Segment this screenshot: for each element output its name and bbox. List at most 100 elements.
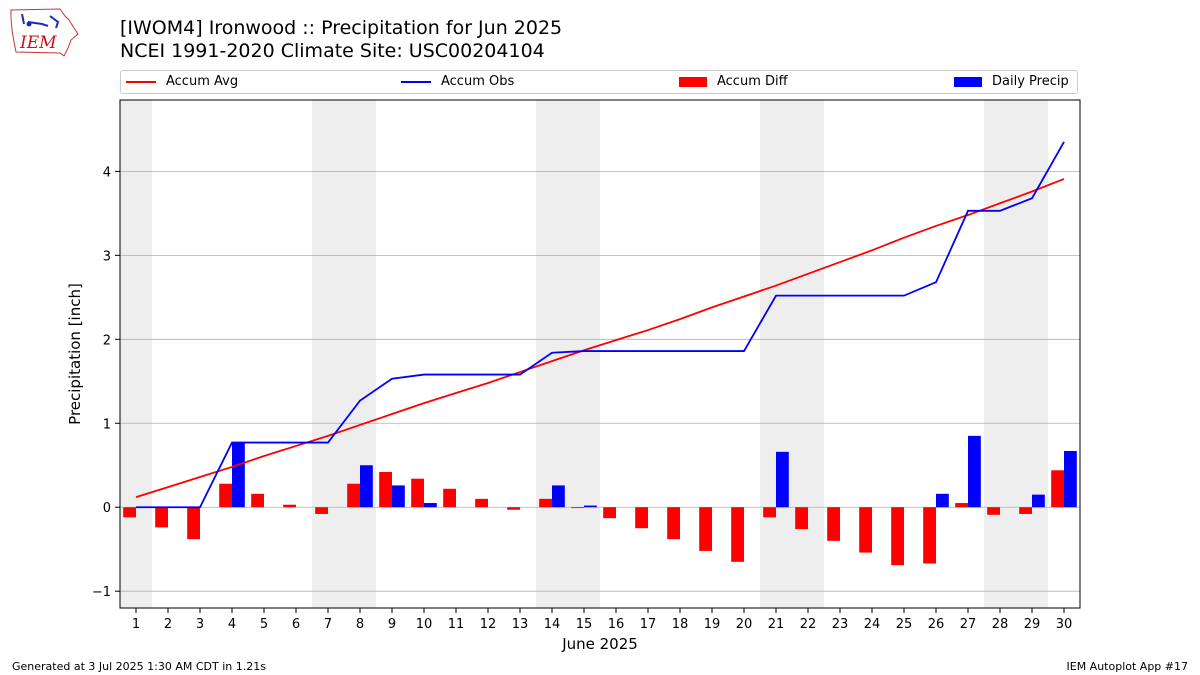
accum-diff-bar [667, 507, 680, 540]
accum-diff-bar [219, 483, 232, 508]
daily-precip-bar [552, 485, 565, 508]
accum-diff-bar [379, 471, 392, 508]
accum-diff-bar [1051, 470, 1064, 508]
legend-label-daily-precip: Daily Precip [992, 74, 1069, 89]
daily-precip-bar [360, 465, 373, 508]
chart-title: [IWOM4] Ironwood :: Precipitation for Ju… [120, 17, 563, 39]
x-tick-label: 5 [260, 617, 268, 632]
x-tick-label: 19 [704, 617, 721, 632]
legend-swatch-accum-avg [126, 80, 156, 83]
x-tick-label: 24 [864, 617, 881, 632]
legend-label-accum-avg: Accum Avg [166, 74, 239, 89]
daily-precip-bar [232, 442, 245, 508]
x-tick-label: 2 [164, 617, 172, 632]
weather-station-icon [21, 13, 60, 29]
x-tick-label: 18 [672, 617, 689, 632]
accum-diff-bar [635, 507, 648, 529]
accum-diff-bar [859, 507, 872, 553]
y-tick-label: 2 [103, 333, 111, 348]
x-tick-label: 25 [896, 617, 913, 632]
weekend-shade-4 [760, 100, 824, 608]
accum-diff-bar [731, 507, 744, 562]
legend-item-daily-precip: Daily Precip [954, 71, 1069, 93]
x-tick-label: 11 [448, 617, 465, 632]
x-tick-label: 28 [992, 617, 1009, 632]
y-tick-label: 3 [103, 249, 111, 264]
x-tick-label: 17 [640, 617, 657, 632]
weekend-shade-1 [120, 100, 152, 608]
daily-precip-bar [776, 451, 789, 508]
x-axis-label: June 2025 [561, 635, 638, 653]
accum-diff-bar [699, 507, 712, 551]
y-tick-label: −1 [92, 585, 111, 600]
accum-avg-line [135, 178, 1065, 499]
accum-obs-line [136, 141, 1065, 509]
accum-diff-bar [507, 507, 520, 510]
daily-precip-bar [424, 503, 437, 508]
weekend-shade-2 [312, 100, 376, 608]
logo-text: IEM [19, 33, 57, 53]
accum-diff-bar [763, 507, 776, 518]
x-tick-label: 29 [1024, 617, 1041, 632]
x-tick-label: 14 [544, 617, 561, 632]
y-axis-label: Precipitation [inch] [66, 283, 84, 425]
legend-swatch-daily-precip [954, 76, 982, 87]
x-tick-label: 4 [228, 617, 236, 632]
accum-diff-bar [827, 507, 840, 541]
x-tick-label: 1 [132, 617, 140, 632]
weekend-shade-5 [984, 100, 1048, 608]
accum-diff-bar [475, 498, 488, 508]
iowa-outline-icon [10, 8, 79, 57]
iem-logo: IEM [10, 8, 79, 57]
accum-diff-bar [795, 507, 808, 530]
x-tick-label: 16 [608, 617, 625, 632]
x-tick-label: 21 [768, 617, 785, 632]
x-tick-label: 15 [576, 617, 593, 632]
accum-diff-bar [987, 507, 1000, 515]
plot-frame [119, 99, 1081, 609]
daily-precip-bar [1064, 450, 1077, 508]
y-tick-label: 0 [103, 501, 111, 516]
accum-diff-bar [1019, 507, 1032, 514]
generated-timestamp: Generated at 3 Jul 2025 1:30 AM CDT in 1… [12, 660, 266, 673]
legend-swatch-accum-obs [401, 80, 431, 83]
legend-swatch-accum-diff [679, 76, 707, 87]
x-tick-label: 13 [512, 617, 529, 632]
app-credit: IEM Autoplot App #17 [1066, 660, 1189, 673]
legend-item-accum-obs: Accum Obs [401, 71, 514, 93]
accum-diff-bar [443, 488, 456, 508]
accum-diff-bar [155, 507, 168, 528]
x-tick-label: 9 [388, 617, 396, 632]
accum-diff-bar [603, 507, 616, 519]
accum-diff-bar [347, 483, 360, 508]
x-tick-label: 20 [736, 617, 753, 632]
legend-label-accum-obs: Accum Obs [441, 74, 515, 89]
accum-diff-bar [283, 504, 296, 508]
y-tick-label: 1 [103, 417, 111, 432]
x-tick-label: 22 [800, 617, 817, 632]
x-tick-label: 7 [324, 617, 332, 632]
x-tick-label: 12 [480, 617, 497, 632]
daily-precip-bar [1032, 494, 1045, 508]
x-tick-label: 6 [292, 617, 300, 632]
accum-diff-bar [923, 507, 936, 564]
daily-precip-bar [936, 493, 949, 508]
accum-diff-bar [187, 507, 200, 540]
accum-diff-bar [571, 507, 584, 509]
legend: Accum Avg Accum Obs Accum Diff Daily Pre… [120, 70, 1078, 94]
legend-item-accum-diff: Accum Diff [679, 71, 788, 93]
x-tick-label: 26 [928, 617, 945, 632]
x-tick-label: 3 [196, 617, 204, 632]
x-tick-label: 30 [1056, 617, 1073, 632]
y-tick-label: 4 [103, 165, 111, 180]
x-tick-label: 23 [832, 617, 849, 632]
weekend-shade-3 [536, 100, 600, 608]
accum-diff-bar [251, 493, 264, 508]
x-tick-label: 27 [960, 617, 977, 632]
accum-diff-bar [955, 503, 968, 508]
legend-item-accum-avg: Accum Avg [126, 71, 238, 93]
accum-diff-bar [411, 478, 424, 508]
daily-precip-bar [584, 505, 597, 508]
legend-label-accum-diff: Accum Diff [717, 74, 788, 89]
accum-diff-bar [315, 507, 328, 514]
